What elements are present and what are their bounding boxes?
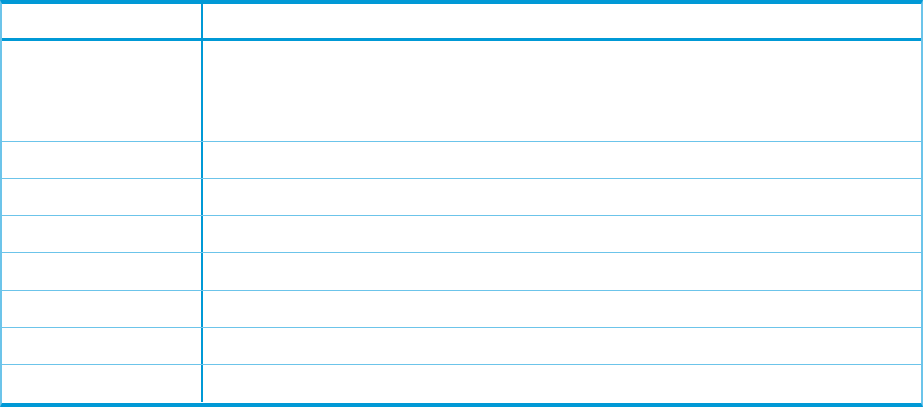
table-cell [2, 216, 203, 252]
table-cell [2, 328, 203, 364]
table-row [2, 328, 921, 365]
table-cell [2, 365, 203, 402]
table-cell [203, 253, 921, 290]
header-cell [203, 4, 921, 38]
table-row [2, 253, 921, 291]
table-row [2, 41, 921, 142]
table-cell [2, 291, 203, 327]
table-cell [203, 291, 921, 327]
table-row [2, 142, 921, 179]
table-cell [2, 142, 203, 178]
table-cell [203, 328, 921, 364]
table-cell [203, 179, 921, 215]
table-cell [2, 41, 203, 141]
header-cell [2, 4, 203, 38]
table-cell [2, 179, 203, 215]
table-cell [2, 253, 203, 290]
table-cell [203, 365, 921, 402]
table-header-row [2, 4, 921, 41]
table-row [2, 179, 921, 216]
table-cell [203, 41, 921, 141]
table-row [2, 291, 921, 328]
table-row [2, 216, 921, 253]
table-row [2, 365, 921, 402]
table-cell [203, 216, 921, 252]
table-cell [203, 142, 921, 178]
